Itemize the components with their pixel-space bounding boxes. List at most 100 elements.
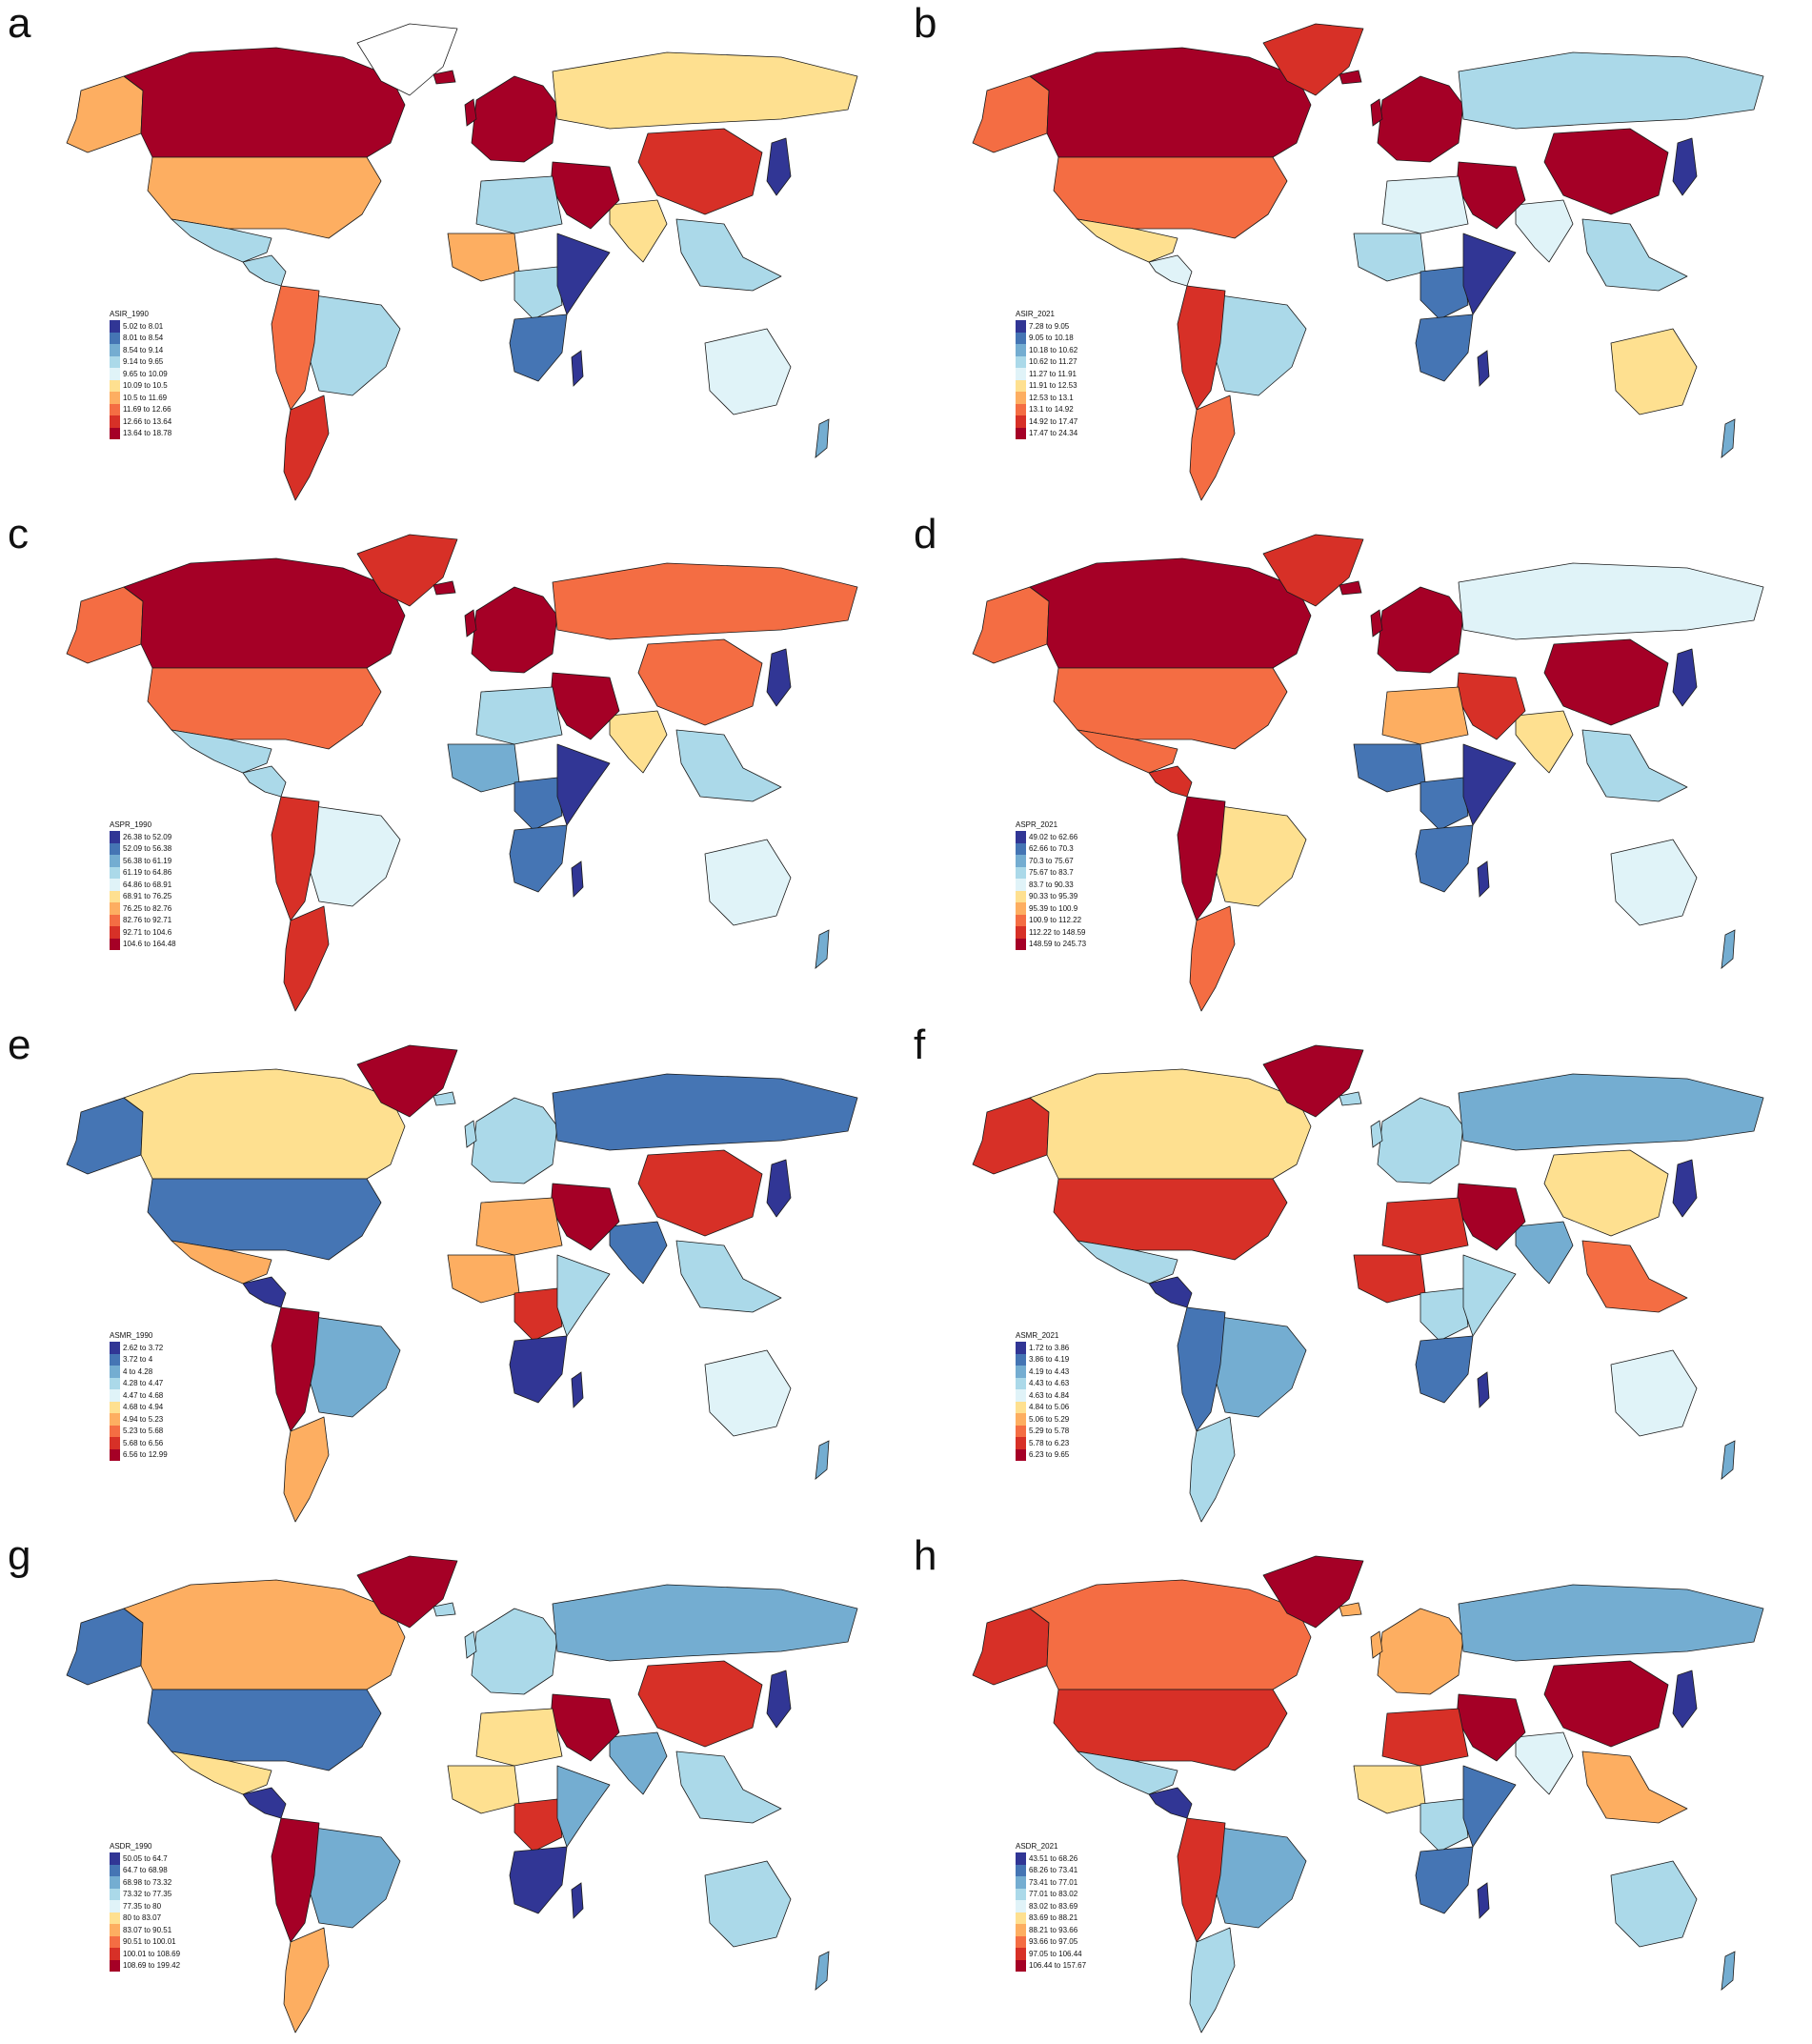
- region-central-america: [1148, 254, 1193, 287]
- region-russia: [1458, 562, 1764, 640]
- region-australia: [1610, 1860, 1698, 1948]
- legend-label: 68.98 to 73.32: [123, 1877, 172, 1887]
- legend-title: ASIR_1990: [110, 310, 149, 318]
- region-north-africa: [1381, 175, 1469, 234]
- region-india: [1515, 1221, 1574, 1285]
- map-panel-g: g ASDR_1990 50.05 to 64.7 64.7 to 68.98 68.9…: [0, 1532, 906, 2043]
- region-southeast-asia: [1581, 729, 1688, 802]
- region-india: [609, 199, 668, 263]
- legend-swatch: [110, 1900, 120, 1912]
- legend-label: 5.23 to 5.68: [123, 1427, 164, 1436]
- region-australia: [704, 839, 792, 926]
- madagascar-shape: [571, 860, 584, 898]
- legend-label: 12.66 to 13.64: [123, 416, 172, 426]
- legend-label: 4.47 to 4.68: [123, 1390, 164, 1400]
- legend-label: 10.18 to 10.62: [1029, 345, 1078, 354]
- legend-row: 7.28 to 9.05: [1016, 320, 1077, 333]
- legend-swatch: [110, 1437, 120, 1449]
- region-andes: [271, 1306, 320, 1432]
- legend-row: 88.21 to 93.66: [1016, 1924, 1086, 1936]
- region-europe: [1377, 586, 1464, 674]
- legend-row: 68.26 to 73.41: [1016, 1864, 1086, 1876]
- legend-swatch: [110, 926, 120, 939]
- region-central-america: [242, 1276, 287, 1308]
- region-russia: [552, 1584, 858, 1662]
- region-usa: [1053, 667, 1288, 750]
- region-southern-cone: [283, 1416, 330, 1523]
- region-usa: [1053, 1178, 1288, 1261]
- legend-swatch: [110, 415, 120, 428]
- legend-row: 92.71 to 104.6: [110, 926, 176, 939]
- region-australia: [704, 328, 792, 415]
- legend-row: 4.94 to 5.23: [110, 1413, 168, 1426]
- region-central-america: [242, 254, 287, 287]
- legend-row: 11.27 to 11.91: [1016, 368, 1077, 380]
- legend-label: 13.1 to 14.92: [1029, 405, 1074, 415]
- legend-label: 6.23 to 9.65: [1029, 1450, 1070, 1460]
- legend-swatch: [110, 1366, 120, 1378]
- region-brazil: [304, 1827, 401, 1929]
- legend-swatch: [110, 902, 120, 915]
- legend-label: 77.35 to 80: [123, 1901, 162, 1911]
- world-map: [972, 23, 1764, 501]
- legend-label: 52.09 to 56.38: [123, 844, 172, 854]
- legend-label: 90.33 to 95.39: [1029, 892, 1078, 901]
- iceland-shape: [1339, 70, 1362, 85]
- legend-swatch: [1016, 914, 1026, 926]
- region-central-america: [1148, 1276, 1193, 1308]
- region-andes: [271, 1817, 320, 1943]
- legend-swatch: [1016, 1389, 1026, 1402]
- region-brazil: [304, 294, 401, 396]
- panel-letter: b: [914, 0, 937, 47]
- region-japan: [766, 648, 792, 707]
- region-central-america: [1148, 1787, 1193, 1819]
- legend-label: 8.01 to 8.54: [123, 334, 164, 343]
- legend-swatch: [110, 427, 120, 439]
- legend-swatch: [1016, 332, 1026, 344]
- legend-label: 73.32 to 77.35: [123, 1890, 172, 1899]
- region-russia: [552, 562, 858, 640]
- region-japan: [1672, 648, 1698, 707]
- region-usa: [147, 1689, 382, 1771]
- region-east-africa: [1462, 1765, 1517, 1848]
- region-alaska: [972, 1608, 1050, 1686]
- legend-row: 76.25 to 82.76: [110, 902, 176, 915]
- legend-row: 104.6 to 164.48: [110, 938, 176, 950]
- region-west-africa: [447, 233, 520, 282]
- legend-swatch: [110, 890, 120, 902]
- region-southeast-asia: [675, 1751, 782, 1824]
- map-panel-a: a ASIR_1990 5.02 to 8.01 8.01 to 8.54 8.54 t…: [0, 0, 906, 511]
- region-mexico: [171, 1240, 272, 1285]
- legend-label: 77.01 to 83.02: [1029, 1890, 1078, 1899]
- region-europe: [1377, 75, 1464, 163]
- legend-row: 90.33 to 95.39: [1016, 890, 1086, 902]
- world-map: [972, 534, 1764, 1012]
- region-southeast-asia: [1581, 1240, 1688, 1313]
- legend-swatch: [1016, 1377, 1026, 1389]
- legend-swatch: [110, 1342, 120, 1354]
- region-north-america: [123, 47, 406, 158]
- legend-row: 62.66 to 70.3: [1016, 842, 1086, 855]
- legend-label: 80 to 83.07: [123, 1913, 162, 1923]
- region-usa: [147, 667, 382, 750]
- legend-swatch: [110, 866, 120, 879]
- map-panel-f: f ASMR_2021 1.72 to 3.86 3.86 to 4.19 4.19 t…: [906, 1022, 1812, 1532]
- legend-swatch: [1016, 1959, 1026, 1972]
- region-north-america: [1029, 1579, 1312, 1690]
- legend-swatch: [110, 332, 120, 344]
- legend-swatch: [1016, 938, 1026, 950]
- legend-swatch: [110, 403, 120, 415]
- region-southeast-asia: [1581, 218, 1688, 292]
- legend-label: 9.65 to 10.09: [123, 369, 168, 378]
- region-north-america: [123, 1579, 406, 1690]
- legend-row: 77.35 to 80: [110, 1900, 180, 1912]
- region-japan: [1672, 137, 1698, 196]
- region-japan: [1672, 1670, 1698, 1729]
- map-legend: ASIR_2021 7.28 to 9.05 9.05 to 10.18 10.18 …: [1016, 310, 1077, 439]
- legend-label: 17.47 to 24.34: [1029, 429, 1078, 438]
- legend-row: 4.63 to 4.84: [1016, 1389, 1069, 1402]
- region-japan: [766, 1159, 792, 1218]
- legend-label: 1.72 to 3.86: [1029, 1343, 1070, 1352]
- map-panel-c: c ASPR_1990 26.38 to 52.09 52.09 to 56.38 56…: [0, 511, 906, 1022]
- region-alaska: [972, 586, 1050, 664]
